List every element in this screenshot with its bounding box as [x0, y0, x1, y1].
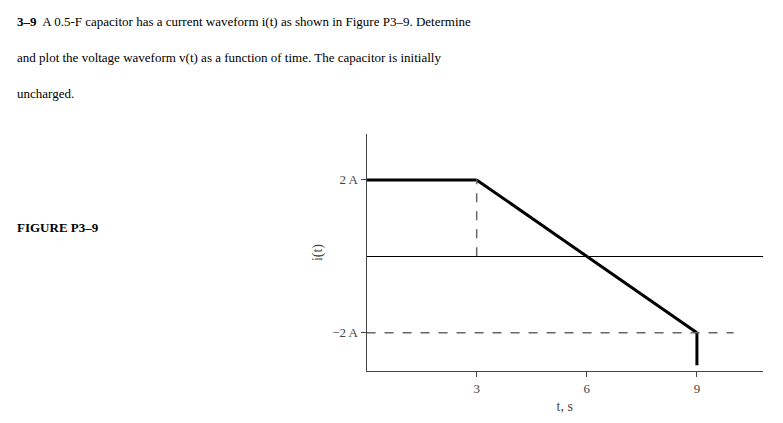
svg-text:−2 A: −2 A — [332, 325, 358, 340]
svg-text:6: 6 — [584, 381, 591, 396]
svg-text:3–9 A 0.5-F capacitor has a c: 3–9 A 0.5-F capacitor has a current wave… — [17, 14, 471, 29]
svg-text:2 A: 2 A — [340, 172, 359, 187]
svg-text:and plot the voltage waveform: and plot the voltage waveform v(t) as a … — [17, 50, 441, 65]
svg-text:FIGURE P3–9: FIGURE P3–9 — [17, 220, 99, 235]
svg-text:9: 9 — [694, 381, 701, 396]
svg-text:uncharged.: uncharged. — [17, 86, 74, 101]
svg-text:3: 3 — [473, 381, 480, 396]
svg-text:t, s: t, s — [557, 399, 573, 414]
svg-text:i(t): i(t) — [310, 244, 326, 261]
